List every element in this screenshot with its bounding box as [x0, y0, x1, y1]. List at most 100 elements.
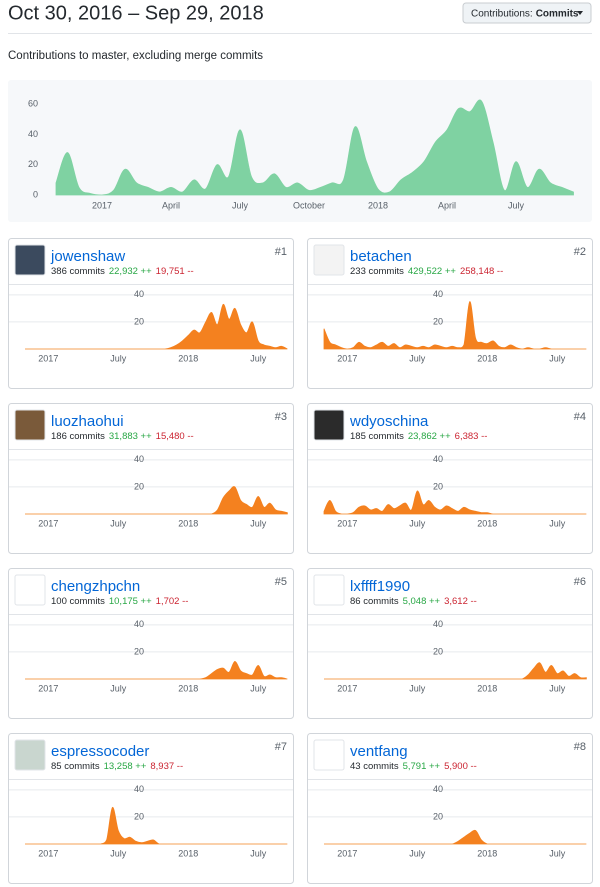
subtitle: Contributions to master, excluding merge… — [8, 50, 263, 62]
commit-count: 43 commits — [350, 761, 399, 772]
y-tick-label: 20 — [433, 811, 443, 821]
y-tick-label: 60 — [28, 98, 38, 108]
y-tick-label: 40 — [433, 289, 443, 299]
y-tick-label: 20 — [433, 316, 443, 326]
rank: #6 — [574, 576, 586, 588]
rank: #1 — [275, 246, 287, 258]
rank: #8 — [574, 741, 586, 753]
contributor-card — [307, 238, 593, 389]
avatar — [313, 244, 345, 276]
contribution-area — [55, 99, 574, 196]
x-tick-label: July — [508, 200, 525, 210]
avatar — [313, 409, 345, 441]
contribution-area — [323, 829, 587, 845]
contributor-login[interactable]: chengzhpchn — [51, 578, 140, 595]
x-tick-label: 2018 — [178, 353, 198, 363]
contribution-area — [24, 807, 288, 845]
contribution-area — [323, 490, 587, 515]
x-tick-label: July — [549, 353, 566, 363]
x-tick-label: 2017 — [92, 200, 112, 210]
contributor-card — [8, 403, 294, 554]
x-tick-label: 2018 — [368, 200, 388, 210]
contributor-card — [8, 733, 294, 884]
x-tick-label: 2017 — [337, 683, 357, 693]
x-tick-label: April — [438, 200, 456, 210]
contributor-stats: 86 commits 5,048 ++ 3,612 -- — [350, 596, 477, 607]
x-tick-label: July — [549, 683, 566, 693]
commit-count: 386 commits — [51, 266, 105, 277]
deletions: 258,148 -- — [460, 266, 503, 277]
x-tick-label: 2018 — [178, 518, 198, 528]
commit-count: 185 commits — [350, 431, 404, 442]
x-tick-label: July — [110, 518, 127, 528]
commit-count: 86 commits — [350, 596, 399, 607]
y-tick-label: 20 — [134, 316, 144, 326]
dropdown-value[interactable]: Commits — [536, 8, 579, 19]
x-tick-label: 2018 — [477, 353, 497, 363]
date-range-title: Oct 30, 2016 – Sep 29, 2018 — [8, 2, 264, 24]
dropdown-label[interactable]: Contributions: — [471, 8, 533, 19]
y-tick-label: 20 — [433, 646, 443, 656]
avatar — [313, 574, 345, 606]
commit-count: 100 commits — [51, 596, 105, 607]
y-tick-label: 20 — [134, 481, 144, 491]
contribution-area — [25, 303, 288, 350]
contributor-login[interactable]: jowenshaw — [50, 248, 125, 265]
contributor-stats: 85 commits 13,258 ++ 8,937 -- — [51, 761, 183, 772]
x-tick-label: 2018 — [178, 848, 198, 858]
additions: 5,791 ++ — [403, 761, 441, 772]
commit-count: 233 commits — [350, 266, 404, 277]
deletions: 19,751 -- — [156, 266, 194, 277]
y-tick-label: 40 — [134, 784, 144, 794]
contributor-stats: 233 commits 429,522 ++ 258,148 -- — [350, 266, 503, 277]
dropdown-button[interactable] — [462, 2, 592, 24]
y-tick-label: 40 — [134, 454, 144, 464]
deletions: 15,480 -- — [156, 431, 194, 442]
additions: 429,522 ++ — [408, 266, 457, 277]
commit-count: 85 commits — [51, 761, 100, 772]
contributor-stats: 185 commits 23,862 ++ 6,383 -- — [350, 431, 487, 442]
deletions: 1,702 -- — [156, 596, 189, 607]
contributor-login[interactable]: luozhaohui — [51, 413, 124, 430]
contributor-card — [307, 568, 593, 719]
contributor-stats: 386 commits 22,932 ++ 19,751 -- — [51, 266, 194, 277]
additions: 23,862 ++ — [408, 431, 451, 442]
dropdown-text[interactable]: Contributions: Commits — [471, 8, 579, 19]
contributor-card — [307, 403, 593, 554]
rank: #3 — [275, 411, 287, 423]
avatar — [14, 739, 46, 771]
contributor-login[interactable]: lxffff1990 — [350, 578, 410, 595]
contributor-login[interactable]: wdyoschina — [349, 413, 429, 430]
contributor-login[interactable]: espressocoder — [51, 743, 149, 760]
x-tick-label: 2018 — [477, 848, 497, 858]
x-tick-label: July — [409, 848, 426, 858]
additions: 31,883 ++ — [109, 431, 152, 442]
x-tick-label: July — [250, 683, 267, 693]
y-tick-label: 40 — [134, 289, 144, 299]
y-tick-label: 40 — [134, 619, 144, 629]
x-tick-label: July — [409, 353, 426, 363]
x-tick-label: October — [293, 200, 325, 210]
y-tick-label: 40 — [433, 454, 443, 464]
contribution-area — [324, 662, 587, 680]
contribution-area — [323, 301, 587, 350]
rank: #2 — [574, 246, 586, 258]
additions: 5,048 ++ — [403, 596, 441, 607]
x-tick-label: July — [110, 683, 127, 693]
x-tick-label: July — [549, 518, 566, 528]
rank: #7 — [275, 741, 287, 753]
deletions: 8,937 -- — [150, 761, 183, 772]
y-tick-label: 20 — [433, 481, 443, 491]
contributor-stats: 43 commits 5,791 ++ 5,900 -- — [350, 761, 477, 772]
contributor-login[interactable]: ventfang — [350, 743, 408, 760]
avatar — [14, 409, 46, 441]
x-tick-label: 2017 — [38, 518, 58, 528]
contributions-dropdown[interactable]: Contributions: Commits — [462, 2, 592, 24]
rank: #4 — [574, 411, 586, 423]
dropdown-caret[interactable] — [577, 11, 583, 15]
x-tick-label: July — [250, 353, 267, 363]
contributor-login[interactable]: betachen — [350, 248, 412, 265]
y-tick-label: 40 — [433, 784, 443, 794]
additions: 22,932 ++ — [109, 266, 152, 277]
